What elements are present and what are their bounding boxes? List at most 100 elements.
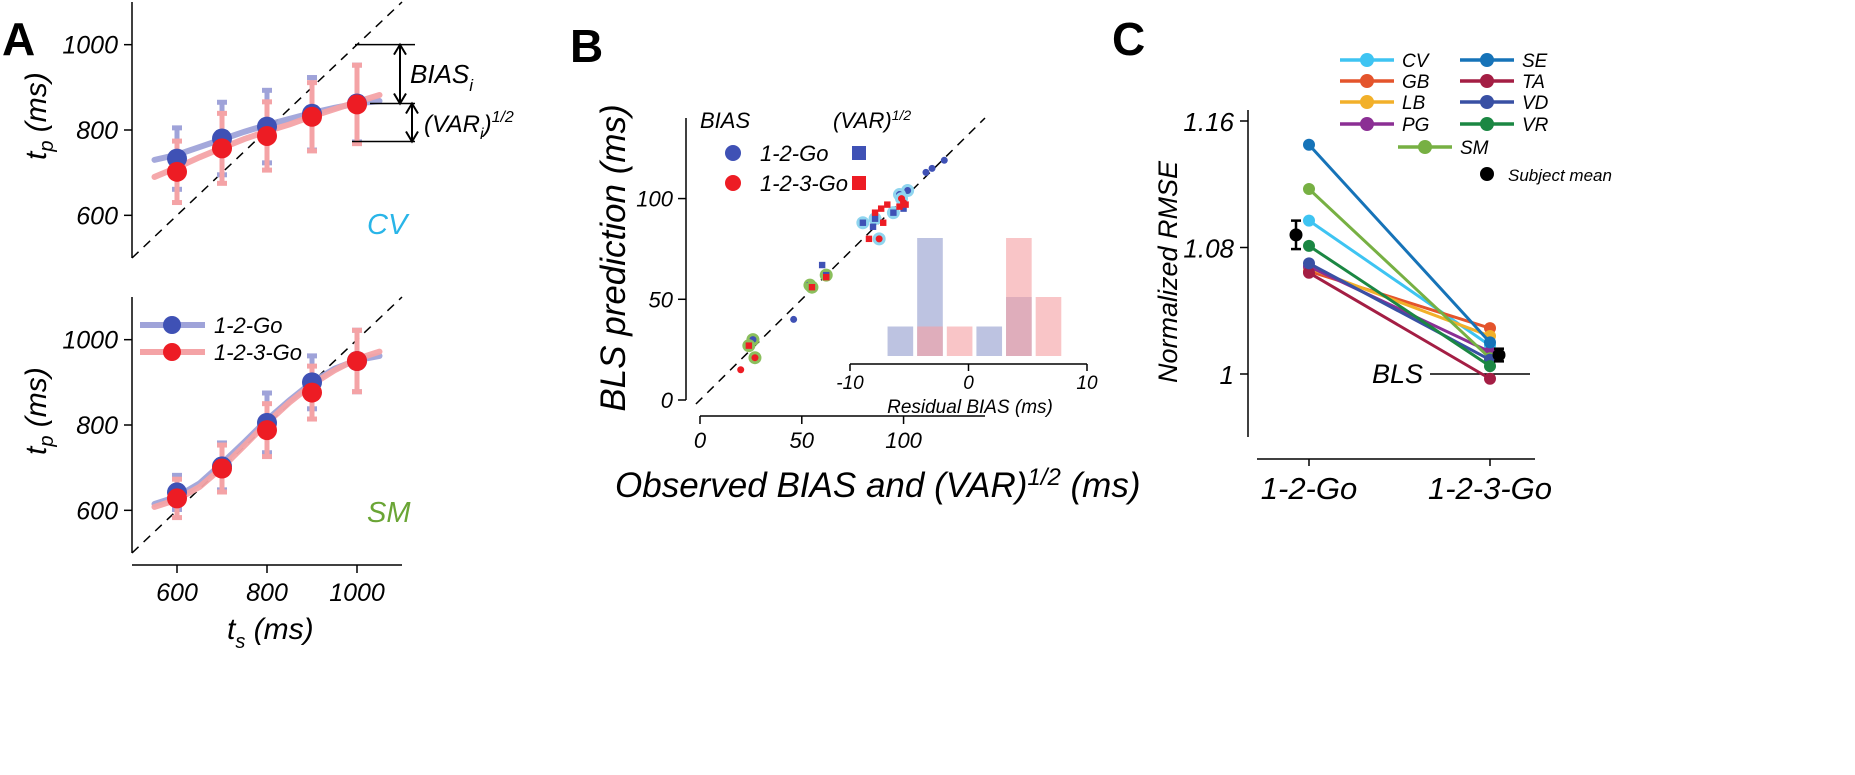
bias-point-go123: [737, 366, 745, 374]
bias-point-go12: [790, 315, 798, 323]
legend-circle-go12: [725, 145, 741, 161]
y-tick-label: 1000: [62, 327, 118, 355]
y-tick-label: 1: [1220, 360, 1234, 390]
x-tick-label: 800: [246, 579, 288, 607]
bias-arrowhead-up: [393, 42, 407, 56]
legend-marker-go123: [163, 343, 181, 361]
series-point-se: [1303, 138, 1315, 151]
legend-marker-ta: [1480, 74, 1494, 88]
bls-label: BLS: [1372, 359, 1423, 389]
y-axis-label-unit: (ms): [20, 72, 53, 140]
panel-letter-c: C: [1112, 13, 1145, 65]
var-point-go123: [884, 201, 891, 208]
inset-x-tick-label: 0: [963, 373, 974, 394]
series-point-sm: [1303, 182, 1315, 195]
inset-bar-go12: [976, 326, 1003, 356]
y-axis-label-sub: p: [36, 436, 58, 448]
x-axis-label-sup: 1/2: [1027, 464, 1060, 491]
panel-letter-a: A: [2, 13, 35, 65]
bias-point-go12: [940, 156, 948, 164]
inset-x-tick-label: 10: [1076, 373, 1098, 394]
series-point-ta: [1303, 266, 1315, 279]
data-point-go123: [212, 458, 232, 479]
legend-marker-se: [1480, 53, 1494, 67]
legend-label-gb: GB: [1402, 72, 1430, 93]
var-point-go123: [877, 205, 885, 212]
legend-label-go12: 1-2-Go: [760, 141, 828, 166]
subject-mean-point: [1492, 348, 1506, 362]
var-point-go12: [871, 215, 879, 222]
var-point-go12: [859, 219, 867, 226]
panel-letter-b: B: [570, 20, 603, 72]
bias-point-go123: [751, 354, 759, 362]
bias-point-go12: [928, 164, 936, 172]
legend-marker-vr: [1480, 117, 1494, 131]
var-point-go123: [865, 235, 873, 243]
legend-label-subject-mean: Subject mean: [1508, 166, 1612, 185]
inset-bar-go123: [1035, 297, 1062, 356]
var-point-go123: [808, 284, 816, 291]
y-tick-label: 50: [649, 287, 674, 312]
legend-label-vr: VR: [1522, 115, 1549, 136]
series-line-ta: [1308, 271, 1491, 381]
legend-square-go12: [852, 146, 866, 160]
x-tick-label: 1-2-Go: [1261, 471, 1357, 506]
series-line-sm: [1307, 187, 1492, 360]
series-point-cv: [1303, 214, 1315, 227]
var-point-go12: [869, 223, 877, 230]
var-point-go12: [890, 209, 897, 216]
data-point-go123: [347, 351, 367, 371]
legend-label-sm: SM: [1460, 138, 1489, 159]
legend-label-ta: TA: [1522, 72, 1545, 93]
legend-label-go123: 1-2-3-Go: [760, 171, 848, 196]
y-axis-label-sub: p: [36, 141, 58, 153]
x-tick-label: 50: [790, 428, 815, 453]
var-annotation-sup: 1/2: [492, 109, 514, 126]
var-point-go12: [818, 261, 826, 269]
legend-marker-vd: [1480, 95, 1494, 109]
bias-point-go12: [904, 187, 912, 195]
var-arrowhead-up: [405, 101, 419, 115]
bias-point-go12: [922, 168, 930, 176]
inset-x-tick-label: -10: [836, 373, 864, 394]
legend-square-go123: [852, 176, 866, 190]
data-point-go123: [257, 125, 277, 146]
var-point-go123: [871, 209, 879, 216]
series-point-vr: [1303, 239, 1315, 252]
y-tick-label: 600: [76, 497, 118, 525]
var-point-go12: [900, 205, 907, 212]
y-axis-label-unit: (ms): [20, 367, 53, 435]
x-tick-label: 1000: [329, 579, 385, 607]
series-point-vd: [1303, 257, 1315, 270]
y-tick-label: 600: [76, 202, 118, 230]
x-axis-label: ts (ms): [227, 613, 314, 653]
legend-label-cv: CV: [1402, 51, 1431, 72]
x-axis-label-sub: s: [235, 631, 245, 653]
legend-label-lb: LB: [1402, 93, 1426, 114]
legend-header-var: (VAR)1/2: [833, 107, 911, 133]
x-tick-label: 1-2-3-Go: [1428, 471, 1552, 506]
var-arrowhead-down: [405, 131, 419, 144]
identity-line: [695, 117, 986, 405]
inset-x-axis-label: Residual BIAS (ms): [887, 397, 1053, 418]
data-point-go123: [167, 488, 187, 509]
var-annotation: (VARi)1/2: [424, 109, 514, 143]
series-line-se: [1307, 143, 1492, 344]
legend-marker-go12: [163, 316, 181, 334]
series-line-vd: [1308, 261, 1491, 362]
data-point-go123: [347, 94, 367, 115]
var-point-go123: [880, 219, 887, 226]
series-point-vr: [1484, 360, 1496, 373]
var-point-go123: [902, 201, 909, 208]
x-tick-label: 100: [885, 428, 922, 453]
legend-label-go123: 1-2-3-Go: [214, 340, 302, 365]
legend-circle-go123: [725, 175, 741, 191]
bias-annotation-sub: i: [469, 76, 474, 95]
subject-mean-point: [1289, 228, 1303, 242]
y-tick-label: 1.16: [1183, 107, 1234, 137]
data-point-go123: [302, 382, 322, 403]
